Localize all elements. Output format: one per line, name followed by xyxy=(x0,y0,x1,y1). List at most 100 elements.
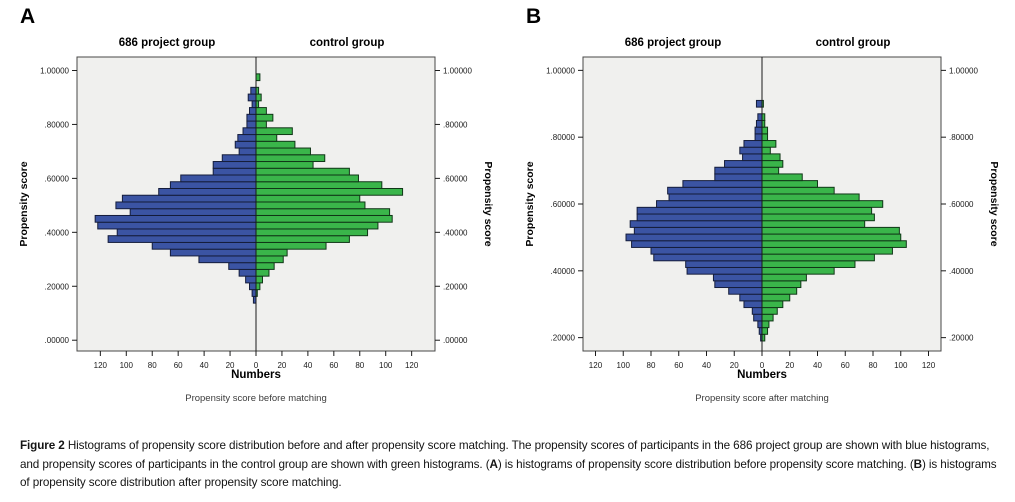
histogram-bar xyxy=(761,200,884,208)
caption-text-segment: ) is histograms of propensity score dist… xyxy=(20,457,997,490)
histogram-bar xyxy=(255,73,261,82)
x-tick-label: 20 xyxy=(730,361,739,370)
caption-text-segment: Histograms of propensity score distribut… xyxy=(20,439,990,471)
histogram-bar xyxy=(250,86,257,95)
histogram-bar xyxy=(761,206,873,215)
histogram-bar xyxy=(633,226,763,235)
y-tick-label: .40000 xyxy=(551,267,576,276)
histogram-bar xyxy=(255,208,391,216)
histogram-bar xyxy=(761,253,875,262)
histogram-bar xyxy=(255,235,350,243)
histogram-bar xyxy=(107,235,257,243)
histogram-bar xyxy=(255,140,296,149)
histogram-bar xyxy=(129,208,257,216)
histogram-bar xyxy=(754,133,763,142)
y-axis-label-right: Propensity score xyxy=(988,161,1000,247)
histogram-bar xyxy=(636,206,763,215)
histogram-bar xyxy=(169,181,257,189)
x-tick-label: 60 xyxy=(841,361,850,370)
histogram-bar xyxy=(255,248,288,257)
caption-bold-segment: B xyxy=(913,457,922,471)
histogram-bar xyxy=(757,113,763,121)
histogram-bar xyxy=(255,214,393,223)
histogram-bar xyxy=(169,248,257,257)
histogram-bar xyxy=(682,180,763,188)
histogram-bar xyxy=(245,275,257,284)
histogram-bar xyxy=(761,313,774,322)
y-tick-label: .60000 xyxy=(443,174,468,183)
histogram-bar xyxy=(755,99,763,108)
histogram-bar xyxy=(761,180,819,188)
x-tick-label: 80 xyxy=(355,361,364,370)
histogram-bar xyxy=(667,186,763,195)
histogram-bar xyxy=(228,262,257,270)
histogram-bar xyxy=(754,126,763,135)
x-tick-label: 20 xyxy=(785,361,794,370)
histogram-bar xyxy=(255,262,275,270)
x-tick-label: 20 xyxy=(226,361,235,370)
y-tick-label: .40000 xyxy=(45,228,70,237)
x-tick-label: 0 xyxy=(254,361,259,370)
series-right-bars xyxy=(255,73,404,297)
x-axis-label: Numbers xyxy=(231,369,281,381)
histogram-bar xyxy=(650,246,763,255)
histogram-bar xyxy=(761,320,770,329)
histogram-bar xyxy=(198,255,257,264)
histogram-bar xyxy=(237,134,257,142)
histogram-bar xyxy=(255,161,314,169)
histogram-bar xyxy=(158,187,257,196)
histogram-bar xyxy=(625,233,763,242)
caption-bold-segment: A xyxy=(489,457,498,471)
y-tick-label: .20000 xyxy=(45,282,70,291)
histogram-bar xyxy=(761,146,771,155)
histogram-bar xyxy=(761,280,802,289)
histogram-bar xyxy=(255,201,366,210)
histogram-bar xyxy=(255,268,270,277)
y-tick-label: .80000 xyxy=(551,133,576,142)
histogram-bar xyxy=(631,240,763,248)
histogram-bar xyxy=(761,327,769,335)
histogram-bar xyxy=(251,289,257,297)
x-tick-label: 100 xyxy=(120,361,134,370)
histogram-bar xyxy=(255,134,278,142)
histogram-bar xyxy=(255,147,311,156)
histogram-bar xyxy=(255,275,263,284)
histogram-bar xyxy=(761,273,807,282)
histogram-bar xyxy=(116,228,257,237)
y-tick-label: .60000 xyxy=(45,174,70,183)
y-axis-label-right: Propensity score xyxy=(482,161,494,247)
histogram-bar xyxy=(636,213,763,222)
histogram-bar xyxy=(255,120,267,129)
histogram-bar xyxy=(712,273,763,282)
group-title-right: control group xyxy=(309,37,385,49)
x-tick-label: 40 xyxy=(303,361,312,370)
histogram-bar xyxy=(761,266,835,275)
histogram-bar xyxy=(757,320,763,329)
histogram-bar xyxy=(761,193,860,202)
y-tick-label: .00000 xyxy=(443,336,468,345)
histogram-bar xyxy=(656,200,763,208)
group-title-right: control group xyxy=(815,37,891,49)
histogram-bar xyxy=(121,194,257,203)
histogram-bar xyxy=(761,160,784,168)
histogram-bar xyxy=(94,214,257,223)
x-tick-label: 120 xyxy=(94,361,108,370)
panel-letter: B xyxy=(526,5,542,28)
panel-letter: A xyxy=(20,5,36,28)
histogram-bar xyxy=(255,221,379,230)
x-tick-label: 60 xyxy=(329,361,338,370)
histogram-bar xyxy=(251,100,257,109)
histogram-bar xyxy=(761,220,866,228)
y-tick-label: .00000 xyxy=(45,336,70,345)
histogram-bar xyxy=(255,241,327,250)
histogram-bar xyxy=(686,266,763,275)
panel-b: 1.00000 1.00000 .80000 .80000 .60000 .60000 .4… xyxy=(508,0,1013,432)
histogram-bar xyxy=(255,174,359,183)
histogram-bar xyxy=(255,228,369,237)
histogram-bar xyxy=(246,113,257,122)
y-tick-label: .60000 xyxy=(949,200,974,209)
histogram-bar xyxy=(255,255,284,264)
y-tick-label: .20000 xyxy=(949,334,974,343)
histogram-bar xyxy=(97,221,257,230)
